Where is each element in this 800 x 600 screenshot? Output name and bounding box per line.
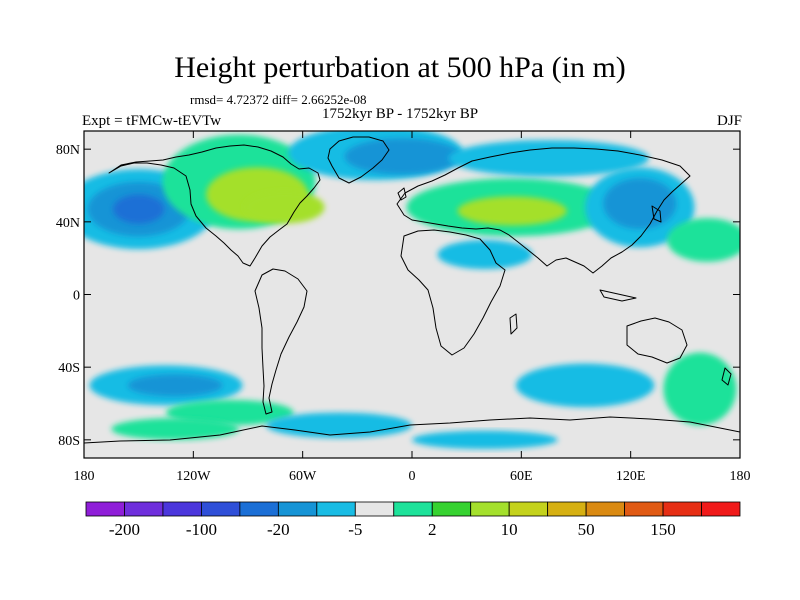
colorbar-label: 10 [501, 520, 518, 539]
coast-new-zealand [721, 367, 732, 386]
colorbar-label: 50 [578, 520, 595, 539]
colorbar-label: -20 [267, 520, 290, 539]
lon-tick-label: 180 [74, 469, 95, 484]
coast-greenland [327, 136, 390, 184]
lat-tick-label: 80N [56, 143, 80, 158]
colorbar-swatch [201, 501, 241, 517]
lon-tick-label: 60W [289, 469, 317, 484]
experiment-label: Expt = tFMCw-tEVTw [82, 113, 222, 129]
colorbar-label: 150 [650, 520, 676, 539]
colorbar-label: -5 [348, 520, 362, 539]
anomaly-field-12 [603, 178, 677, 230]
lat-tick-label: 40N [56, 216, 80, 231]
lon-tick-label: 120W [176, 469, 211, 484]
colorbar-swatch [624, 501, 664, 517]
coast-africa [400, 229, 506, 356]
colorbar-swatch [431, 501, 472, 517]
anomaly-fields [84, 131, 740, 449]
colorbar-swatch [547, 501, 587, 517]
lon-tick-label: 60E [510, 469, 533, 484]
lat-tick-label: 40S [58, 361, 80, 376]
anomaly-field-16 [127, 374, 223, 397]
anomaly-field-21 [266, 412, 412, 439]
axis-ticks: 180 120W 60W 0 60E 120E 180 80N 40N 0 40S 80S [56, 131, 751, 484]
anomaly-field-2 [113, 194, 165, 224]
colorbar-swatch [470, 501, 510, 517]
anomaly-field-7 [344, 138, 462, 175]
colorbar-swatch [239, 501, 279, 517]
coast-madagascar [509, 313, 518, 335]
season-label: DJF [716, 113, 742, 129]
anomaly-field-20 [663, 352, 737, 426]
colorbar-label: 2 [428, 520, 437, 539]
colorbar-swatch [124, 501, 164, 517]
colorbar-swatch [393, 501, 433, 517]
colorbar-swatch [316, 501, 356, 517]
coast-australia [626, 317, 688, 364]
colorbar-swatch [508, 501, 549, 517]
lon-tick-label: 0 [409, 469, 416, 484]
coast-antarctica [84, 416, 740, 444]
colorbar-swatch [662, 501, 702, 517]
colorbar-label: -200 [109, 520, 140, 539]
lon-tick-label: 180 [730, 469, 751, 484]
anomaly-field-14 [437, 240, 533, 270]
stats-label: rmsd= 4.72372 diff= 2.66252e-08 [190, 92, 367, 107]
lon-tick-label: 120E [616, 469, 646, 484]
coastlines [84, 136, 740, 444]
anomaly-field-18 [111, 418, 239, 440]
colorbar-swatch [354, 501, 395, 517]
colorbar-swatch [701, 501, 741, 517]
anomaly-field-19 [515, 363, 655, 408]
coast-japan [651, 205, 662, 223]
coast-uk [397, 187, 407, 201]
anomaly-field-5 [244, 190, 325, 224]
coast-north-america [108, 144, 321, 267]
anomaly-field-22 [412, 430, 558, 449]
coast-south-america [254, 268, 308, 415]
colorbar-swatch [585, 501, 625, 517]
colorbar-swatch [162, 501, 202, 517]
plot-title: Height perturbation at 500 hPa (in m) [174, 51, 626, 84]
anomaly-field-13 [667, 218, 740, 262]
colorbar-swatch [85, 501, 125, 517]
lat-tick-label: 80S [58, 434, 80, 449]
period-label: 1752kyr BP - 1752kyr BP [322, 106, 479, 122]
coast-indonesia [599, 289, 637, 302]
colorbar-label: -100 [186, 520, 217, 539]
colorbar-swatch [277, 501, 318, 517]
lat-tick-label: 0 [73, 289, 80, 304]
colorbar: -200 -100 -20 -5 2 10 50 150 [85, 501, 741, 539]
coast-eurasia [396, 147, 691, 274]
anomaly-field-9 [457, 196, 567, 226]
